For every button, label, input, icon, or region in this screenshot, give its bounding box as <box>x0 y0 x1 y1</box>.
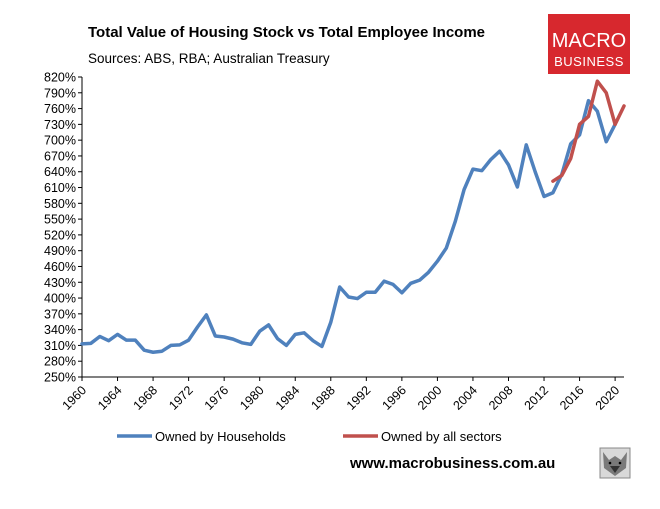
y-tick-label: 370% <box>44 307 76 321</box>
x-tick-label: 1980 <box>237 383 267 413</box>
y-tick-label: 520% <box>44 228 76 242</box>
x-tick-label: 2004 <box>451 383 481 413</box>
chart-title: Total Value of Housing Stock vs Total Em… <box>88 24 485 41</box>
x-tick-label: 1984 <box>273 383 303 413</box>
y-tick-label: 700% <box>44 134 76 148</box>
legend-label-households: Owned by Households <box>155 429 286 444</box>
y-tick-label: 610% <box>44 181 76 195</box>
y-tick-label: 760% <box>44 102 76 116</box>
wolf-icon <box>599 447 631 479</box>
y-tick-label: 670% <box>44 149 76 163</box>
series-lines <box>80 79 626 355</box>
y-tick-label: 730% <box>44 118 76 132</box>
x-tick-label: 1968 <box>131 383 161 413</box>
series-line-all-sectors <box>551 79 626 183</box>
x-tick-label: 1992 <box>344 383 374 413</box>
x-tick-label: 2000 <box>415 383 445 413</box>
y-tick-label: 460% <box>44 260 76 274</box>
plot-area: 250% 280% 310% 340% 370%400% 430% 460% 490% 520%… <box>44 71 626 413</box>
x-tick-label: 1988 <box>308 383 338 413</box>
x-axis-ticks: 1960 1964 1968 1972 1976 1980 1984 1988 1992 1996… <box>60 377 623 413</box>
x-tick-label: 2008 <box>486 383 516 413</box>
x-tick-label: 1972 <box>166 383 196 413</box>
y-tick-label: 790% <box>44 86 76 100</box>
y-tick-label: 340% <box>44 323 76 337</box>
y-tick-label: 400% <box>44 292 76 306</box>
y-tick-label: 280% <box>44 355 76 369</box>
legend: Owned by Households Owned by all sectors <box>117 429 502 444</box>
y-tick-label: 640% <box>44 165 76 179</box>
x-tick-label: 2012 <box>522 383 552 413</box>
logo-line1: MACRO <box>552 30 626 52</box>
x-tick-label: 1976 <box>202 383 232 413</box>
legend-label-all-sectors: Owned by all sectors <box>381 429 502 444</box>
x-tick-label: 1960 <box>60 383 90 413</box>
website-url: www.macrobusiness.com.au <box>349 455 555 472</box>
logo-line2: BUSINESS <box>554 54 624 69</box>
y-tick-label: 310% <box>44 339 76 353</box>
y-tick-label: 820% <box>44 71 76 85</box>
chart-subtitle: Sources: ABS, RBA; Australian Treasury <box>88 51 330 66</box>
x-tick-label: 1996 <box>379 383 409 413</box>
logo-background <box>548 14 630 74</box>
y-tick-label: 250% <box>44 371 76 385</box>
x-tick-label: 1964 <box>95 383 125 413</box>
y-tick-label: 490% <box>44 244 76 258</box>
y-tick-label: 430% <box>44 276 76 290</box>
series-line-households <box>80 98 617 355</box>
y-tick-label: 550% <box>44 213 76 227</box>
y-axis-ticks: 250% 280% 310% 340% 370%400% 430% 460% 490% 520%… <box>44 71 82 385</box>
macrobusiness-logo: MACRO BUSINESS <box>548 14 630 74</box>
x-tick-label: 2016 <box>557 383 587 413</box>
y-tick-label: 580% <box>44 197 76 211</box>
x-tick-label: 2020 <box>593 383 623 413</box>
